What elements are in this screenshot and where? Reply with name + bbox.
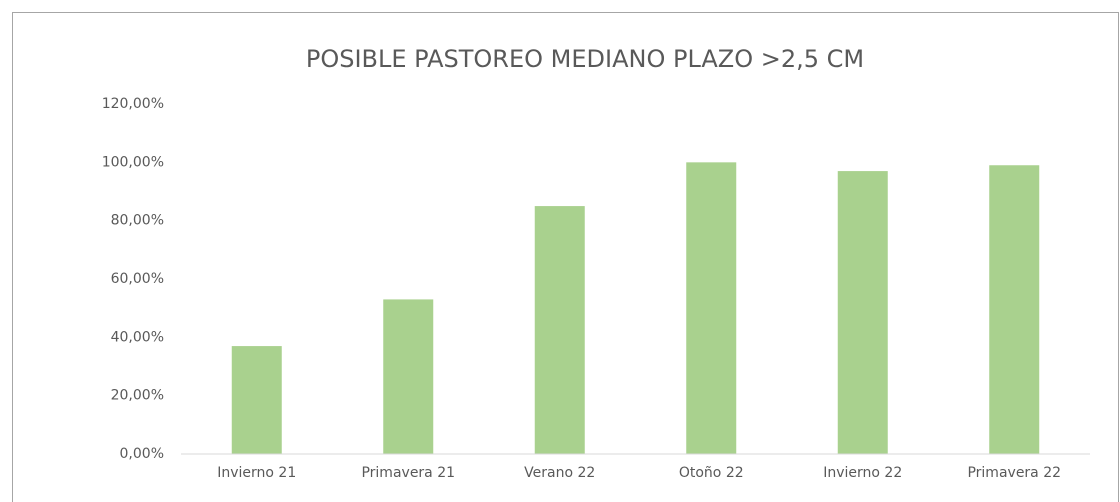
chart-title: POSIBLE PASTOREO MEDIANO PLAZO >2,5 CM (306, 45, 864, 73)
bar (534, 206, 585, 454)
bar (989, 165, 1040, 454)
bar (686, 162, 737, 455)
x-tick-label: Invierno 21 (217, 465, 296, 481)
x-tick-label: Otoño 22 (679, 465, 744, 481)
y-tick-label: 80,00% (111, 213, 164, 229)
y-tick-label: 120,00% (102, 96, 164, 112)
x-tick-label: Primavera 22 (967, 465, 1061, 481)
y-tick-label: 20,00% (111, 388, 164, 404)
y-tick-label: 60,00% (111, 271, 164, 287)
bar (383, 299, 434, 454)
x-tick-label: Invierno 22 (823, 465, 902, 481)
y-tick-label: 40,00% (111, 329, 164, 345)
bar (837, 171, 888, 455)
y-tick-label: 100,00% (102, 154, 164, 170)
x-tick-label: Primavera 21 (361, 465, 455, 481)
bar (231, 346, 282, 454)
y-tick-label: 0,00% (120, 446, 164, 462)
x-tick-label: Verano 22 (524, 465, 595, 481)
